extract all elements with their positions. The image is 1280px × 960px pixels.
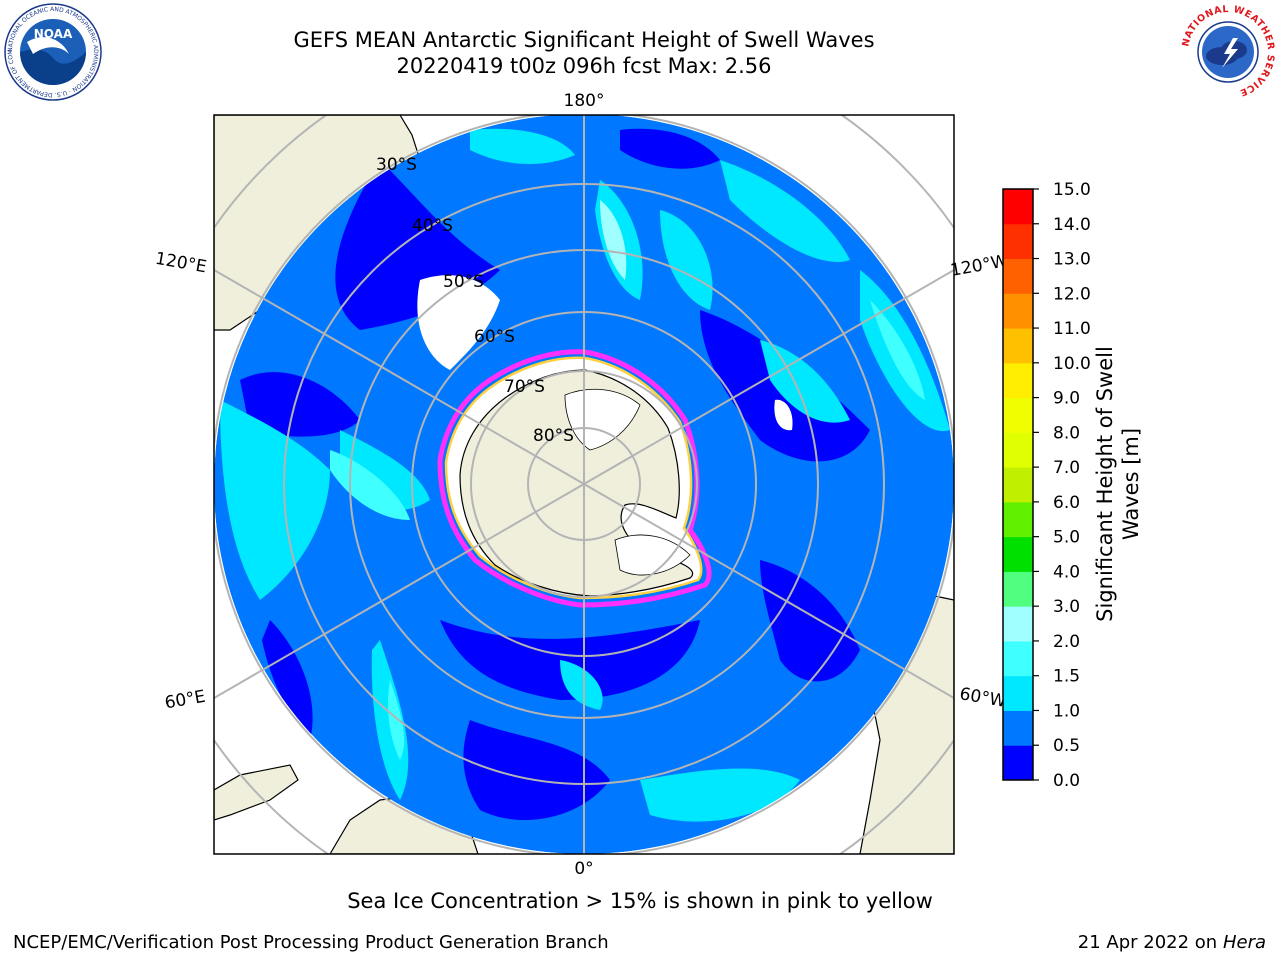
swell-band-1-1.5m: [720, 160, 850, 262]
run-date: 21 Apr 2022 on Hera: [1078, 932, 1266, 953]
colorbar-bin: [1003, 745, 1033, 781]
ronne-ice-shelf: [614, 534, 691, 576]
lat-label: 40°S: [412, 216, 453, 236]
map-frame-content: 30°S 40°S 50°S 60°S 70°S 80°S: [214, 115, 954, 854]
map-title: GEFS MEAN Antarctic Significant Height o…: [293, 28, 875, 52]
colorbar-bin: [1003, 328, 1033, 364]
swell-band-1.5-2m: [388, 680, 405, 760]
swell-band-0-0.5m: [262, 620, 313, 740]
sea-ice-edge: [437, 349, 712, 608]
colorbar-bin: [1003, 606, 1033, 642]
lon-label: 120°W: [949, 251, 1010, 281]
colorbar-bin: [1003, 362, 1033, 399]
colorbar-bin: [1003, 432, 1033, 468]
colorbar-bin: [1003, 571, 1033, 607]
colorbar-bin: [1003, 467, 1033, 503]
colorbar-tick-label: 12.0: [1053, 284, 1091, 304]
lat-label: 30°S: [376, 155, 417, 175]
lat-label: 50°S: [443, 272, 484, 292]
colorbar-bin: [1003, 397, 1033, 433]
producer-credit: NCEP/EMC/Verification Post Processing Pr…: [13, 932, 609, 953]
swell-band-1.5-2m: [600, 200, 627, 280]
latitude-labels: 30°S 40°S 50°S 60°S 70°S 80°S: [376, 155, 574, 446]
colorbar-bin: [1003, 258, 1033, 294]
swell-band-0-0.5m: [440, 620, 700, 700]
swell-band-0-0.5m: [760, 560, 860, 682]
swell-band-1-1.5m: [560, 660, 603, 710]
swell-band-1.5-2m: [870, 300, 925, 400]
colorbar-tick-label: 9.0: [1053, 389, 1080, 409]
noaa-logo: NATIONAL OCEANIC AND ATMOSPHERIC ADMINIS…: [3, 2, 102, 101]
colorbar-tick-label: 15.0: [1053, 180, 1091, 200]
colorbar-tick-label: 1.0: [1053, 701, 1080, 721]
swell-band-1-1.5m: [220, 400, 330, 600]
colorbar-label: Significant Height of SwellWaves [m]: [1093, 346, 1143, 622]
colorbar-tick-label: 0.0: [1053, 771, 1080, 791]
lon-label: 120°E: [154, 249, 208, 278]
colorbar-tick-label: 3.0: [1053, 597, 1080, 617]
colorbar-tick-label: 8.0: [1053, 423, 1080, 443]
colorbar-bin: [1003, 710, 1033, 746]
swell-band-0-0.5m: [620, 128, 720, 169]
colorbar-bin: [1003, 675, 1033, 711]
colorbar-tick-label: 6.0: [1053, 493, 1080, 513]
swell-band-1-1.5m: [660, 210, 713, 310]
swell-band-1-1.5m: [470, 128, 575, 165]
graticule: [214, 115, 954, 854]
colorbar-tick-label: 5.0: [1053, 528, 1080, 548]
colorbar-tick-label: 10.0: [1053, 354, 1091, 374]
meridian-60e-120w: [214, 269, 954, 699]
lon-label: 60°W: [958, 684, 1008, 712]
swell-band-0-0.5m: [463, 720, 610, 820]
lat-label: 60°S: [474, 327, 515, 347]
map-frame: [213, 114, 955, 855]
swell-band-1-1.5m: [640, 768, 800, 822]
masked-area: [774, 399, 793, 431]
colorbar-bin: [1003, 501, 1033, 538]
colorbar-bin: [1003, 640, 1033, 677]
colorbar-tick-label: 1.5: [1053, 667, 1080, 687]
colorbar-tick-label: 4.0: [1053, 562, 1080, 582]
colorbar-tick-label: 13.0: [1053, 250, 1091, 270]
machine-name: Hera: [1222, 932, 1266, 953]
run-date-text: 21 Apr 2022 on: [1077, 932, 1223, 953]
sea-ice-caption: Sea Ice Concentration > 15% is shown in …: [347, 889, 933, 913]
noaa-logo-text: NOAA: [34, 27, 73, 41]
national-weather-service-logo: NATIONAL WEATHER SERVICE: [1180, 4, 1276, 100]
colorbar-tick-label: 2.0: [1053, 632, 1080, 652]
colorbar-tick-label: 11.0: [1053, 319, 1091, 339]
lat-label: 80°S: [533, 426, 574, 446]
colorbar-bin: [1003, 223, 1033, 260]
lon-label: 0°: [574, 859, 593, 879]
swell-band-0-0.5m: [240, 372, 360, 437]
lon-label: 180°: [564, 91, 605, 111]
colorbar-bin: [1003, 536, 1033, 572]
colorbar-bin: [1003, 189, 1033, 225]
colorbar-tick-label: 14.0: [1053, 215, 1091, 235]
masked-area: [417, 275, 500, 370]
antarctica-land: [459, 369, 694, 597]
colorbar-tick-label: 7.0: [1053, 458, 1080, 478]
lon-label: 60°E: [163, 687, 207, 714]
map-subtitle: 20220419 t00z 096h fcst Max: 2.56: [396, 54, 772, 78]
colorbar-border: [1002, 188, 1034, 781]
colorbar-tick-label: 0.5: [1053, 736, 1080, 756]
lat-label: 70°S: [504, 377, 545, 397]
colorbar: 15.0 14.0 13.0 12.0 11.0 10.0 9.0 8.0 7.0 6.0 5.0 4…: [1002, 180, 1091, 791]
colorbar-bin: [1003, 293, 1033, 329]
